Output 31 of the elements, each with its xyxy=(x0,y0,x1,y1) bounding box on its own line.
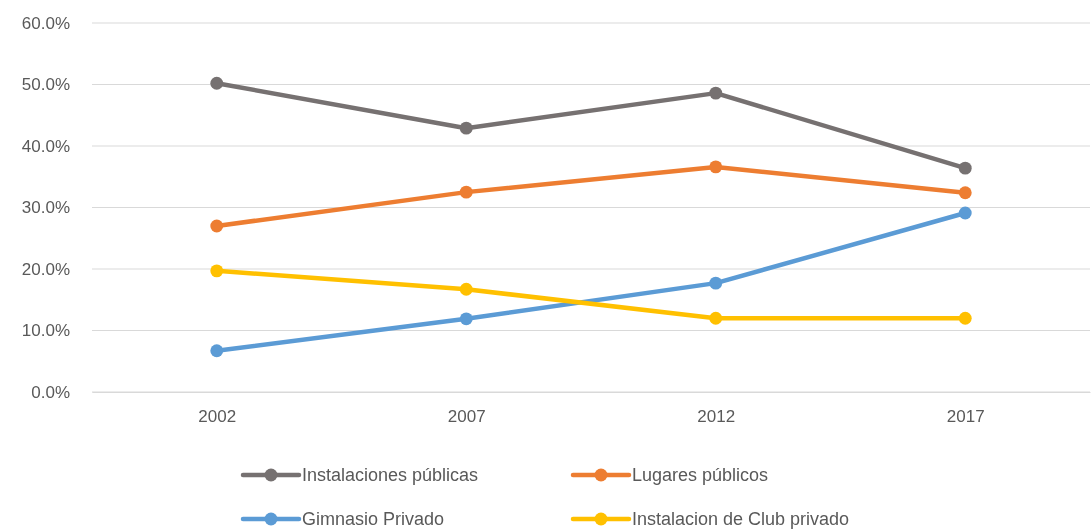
legend-label: Lugares públicos xyxy=(632,465,769,486)
point xyxy=(459,282,473,296)
y-tick-label: 30.0% xyxy=(21,198,70,218)
y-tick-label: 20.0% xyxy=(21,259,70,279)
point xyxy=(709,311,723,325)
point xyxy=(210,219,224,233)
y-tick-label: 10.0% xyxy=(21,321,70,341)
point xyxy=(709,276,723,290)
point xyxy=(210,76,224,90)
legend-label: Instalaciones públicas xyxy=(302,465,479,486)
point xyxy=(958,206,972,220)
y-tick-label: 50.0% xyxy=(21,75,70,95)
y-tick-label: 60.0% xyxy=(21,13,70,33)
point xyxy=(210,264,224,278)
x-tick-label: 2017 xyxy=(946,407,985,427)
x-tick-label: 2012 xyxy=(697,407,736,427)
x-tick-label: 2002 xyxy=(198,407,237,427)
point xyxy=(958,161,972,175)
point xyxy=(709,160,723,174)
point xyxy=(459,312,473,326)
y-tick-label: 40.0% xyxy=(21,136,70,156)
point xyxy=(709,86,723,100)
point xyxy=(210,344,224,358)
point xyxy=(958,311,972,325)
point xyxy=(459,185,473,199)
y-tick-label: 0.0% xyxy=(31,382,70,402)
point xyxy=(958,186,972,200)
legend-label: Instalacion de Club privado xyxy=(632,509,850,530)
legend-label: Gimnasio Privado xyxy=(302,509,445,530)
point xyxy=(459,121,473,135)
x-tick-label: 2007 xyxy=(447,407,486,427)
